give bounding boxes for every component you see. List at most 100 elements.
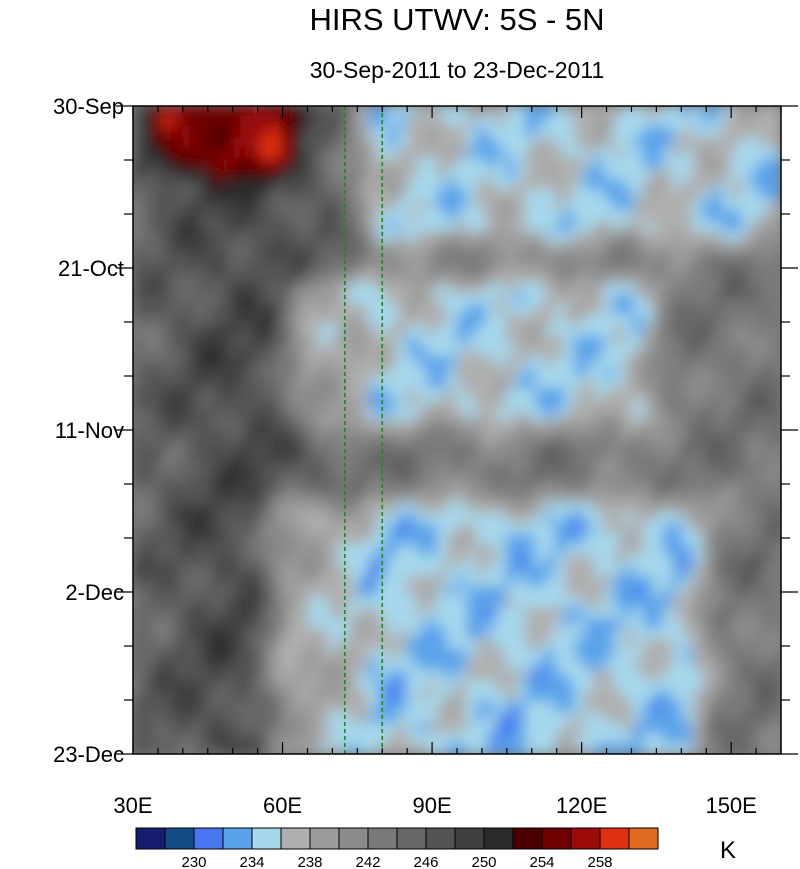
heatmap-cell xyxy=(269,126,281,138)
heatmap-cell xyxy=(721,492,733,504)
heatmap-cell xyxy=(701,669,713,682)
heatmap-cell xyxy=(230,743,242,754)
heatmap-cell xyxy=(731,701,743,713)
heatmap-cell xyxy=(201,251,213,264)
heatmap-cell xyxy=(515,106,527,117)
heatmap-cell xyxy=(309,429,321,441)
heatmap-cell xyxy=(348,596,360,609)
reference-lines xyxy=(344,106,384,754)
heatmap-cell xyxy=(161,460,173,473)
heatmap-cell xyxy=(613,575,625,588)
heatmap-cell xyxy=(633,419,645,431)
heatmap-cell xyxy=(289,722,301,734)
heatmap-cell xyxy=(701,304,713,316)
heatmap-cell xyxy=(152,408,163,421)
heatmap-cell xyxy=(672,471,684,483)
heatmap-cell xyxy=(643,377,654,389)
heatmap-cell xyxy=(309,147,321,159)
heatmap-cell xyxy=(721,241,733,253)
heatmap-cell xyxy=(348,189,360,201)
heatmap-cell xyxy=(466,743,478,754)
heatmap-cell xyxy=(613,126,625,138)
heatmap-cell xyxy=(407,638,419,650)
heatmap-cell xyxy=(652,628,664,640)
heatmap-cell xyxy=(476,251,487,264)
heatmap-cell xyxy=(623,596,635,609)
heatmap-cell xyxy=(535,575,546,588)
heatmap-cell xyxy=(525,596,537,609)
heatmap-cell xyxy=(574,669,586,682)
heatmap-cell xyxy=(171,106,183,117)
heatmap-cell xyxy=(319,178,330,191)
heatmap-cell xyxy=(770,283,781,295)
heatmap-cell xyxy=(191,283,203,295)
heatmap-cell xyxy=(250,115,262,128)
heatmap-cell xyxy=(770,230,781,243)
heatmap-cell xyxy=(181,586,193,598)
heatmap-cell xyxy=(554,596,566,609)
heatmap-cell xyxy=(240,387,252,400)
heatmap-cell xyxy=(240,596,252,609)
heatmap-cell xyxy=(230,429,242,441)
heatmap-cell xyxy=(427,450,438,462)
heatmap-cell xyxy=(682,115,694,128)
heatmap-cell xyxy=(171,607,183,619)
heatmap-cell xyxy=(348,502,360,515)
heatmap-cell xyxy=(368,106,379,117)
heatmap-cell xyxy=(652,669,664,682)
heatmap-cell xyxy=(554,324,566,337)
heatmap-cell xyxy=(377,387,389,400)
heatmap-cell xyxy=(397,262,409,274)
heatmap-cell xyxy=(133,711,144,724)
heatmap-cell xyxy=(672,711,684,724)
heatmap-cell xyxy=(476,628,487,640)
heatmap-cell xyxy=(593,607,605,619)
heatmap-cell xyxy=(299,419,311,431)
heatmap-cell xyxy=(152,126,163,138)
heatmap-cell xyxy=(368,366,379,379)
heatmap-cell xyxy=(711,398,723,410)
heatmap-cell xyxy=(495,690,507,703)
heatmap-cell xyxy=(250,690,262,703)
heatmap-cell xyxy=(593,638,605,650)
heatmap-cell xyxy=(495,502,507,515)
heatmap-cell xyxy=(721,178,733,191)
heatmap-cell xyxy=(191,732,203,745)
heatmap-cell xyxy=(564,157,576,170)
heatmap-cell xyxy=(446,669,458,682)
heatmap-cell xyxy=(711,251,723,264)
heatmap-cell xyxy=(593,387,605,400)
heatmap-cell xyxy=(368,199,379,212)
heatmap-cell xyxy=(692,450,703,462)
heatmap-cell xyxy=(417,471,429,483)
heatmap-cell xyxy=(417,157,429,170)
heatmap-cell xyxy=(751,419,762,431)
heatmap-cell xyxy=(505,429,517,441)
heatmap-cell xyxy=(760,450,772,462)
heatmap-cell xyxy=(377,743,389,754)
heatmap-cell xyxy=(171,492,183,504)
heatmap-cell xyxy=(672,575,684,588)
heatmap-cell xyxy=(328,345,340,358)
heatmap-cell xyxy=(692,178,703,191)
heatmap-cell xyxy=(456,398,468,410)
heatmap-cell xyxy=(544,210,556,222)
heatmap-cell xyxy=(299,345,311,358)
heatmap-cell xyxy=(652,398,664,410)
heatmap-cell xyxy=(269,596,281,609)
heatmap-cell xyxy=(603,189,615,201)
heatmap-cell xyxy=(760,147,772,159)
heatmap-cell xyxy=(692,345,703,358)
heatmap-cell xyxy=(760,106,772,117)
heatmap-cell xyxy=(220,126,232,138)
heatmap-cell xyxy=(279,554,291,567)
heatmap-cell xyxy=(436,450,448,462)
heatmap-cell xyxy=(721,115,733,128)
heatmap-cell xyxy=(643,648,654,661)
heatmap-cell xyxy=(161,680,173,692)
heatmap-cell xyxy=(211,189,222,201)
heatmap-cell xyxy=(476,366,487,379)
heatmap-cell xyxy=(152,419,163,431)
heatmap-cell xyxy=(387,230,399,243)
